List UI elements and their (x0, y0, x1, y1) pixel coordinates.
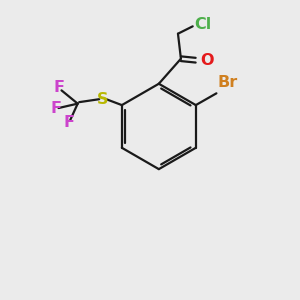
Text: O: O (200, 53, 214, 68)
Text: Br: Br (218, 75, 238, 90)
Text: F: F (63, 115, 74, 130)
Text: F: F (50, 100, 61, 116)
Text: Cl: Cl (194, 17, 211, 32)
Text: F: F (53, 80, 64, 95)
Text: S: S (97, 92, 109, 107)
